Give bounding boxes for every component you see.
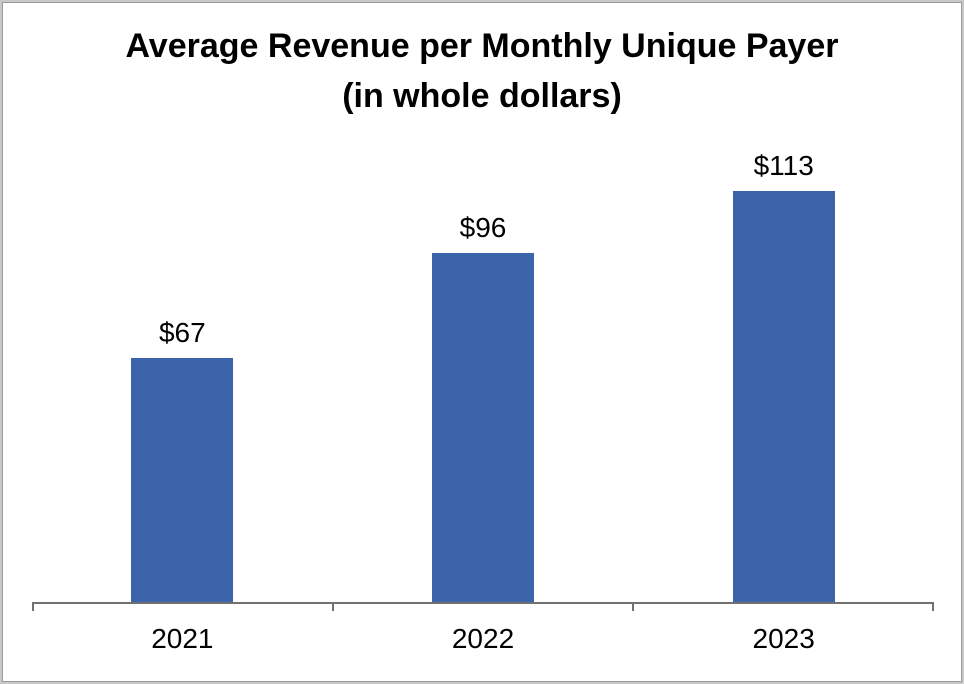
x-axis-tick xyxy=(331,602,334,611)
x-axis-label-2023: 2023 xyxy=(752,623,815,654)
x-axis-label-2022: 2022 xyxy=(451,623,515,654)
bar-2023 xyxy=(732,191,835,602)
x-axis-tick xyxy=(32,602,34,611)
bar-value-label-2021: $67 xyxy=(158,317,206,348)
bar-group-2023: $113 xyxy=(633,150,934,602)
chart-title-line-1: Average Revenue per Monthly Unique Payer xyxy=(125,27,839,65)
bar-value-label-2022: $96 xyxy=(459,212,507,243)
x-axis-tick xyxy=(632,602,635,611)
bar-group-2021: $67 xyxy=(32,317,333,602)
x-axis-line xyxy=(32,602,934,604)
x-axis-label-2021: 2021 xyxy=(151,623,214,654)
chart-title: Average Revenue per Monthly Unique Payer… xyxy=(3,21,961,121)
plot-area: $67 $96 $113 2021 2022 2023 xyxy=(32,3,934,681)
x-axis-labels: 2021 2022 2023 xyxy=(32,623,934,655)
bar-2021 xyxy=(131,358,234,602)
x-axis-tick xyxy=(932,602,934,611)
bar-2022 xyxy=(432,253,534,602)
bar-group-2022: $96 xyxy=(333,212,634,602)
bar-value-label-2023: $113 xyxy=(753,150,814,181)
bars-container: $67 $96 $113 xyxy=(32,150,934,602)
chart-title-line-2: (in whole dollars) xyxy=(342,77,622,115)
